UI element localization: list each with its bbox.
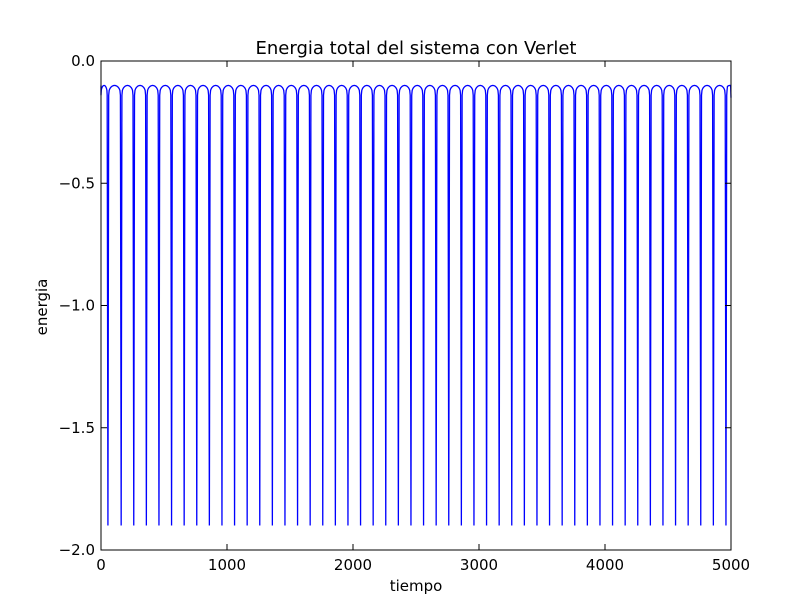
x-tick-label: 2000 [334,556,372,574]
x-axis-label: tiempo [390,577,443,595]
x-tick-label: 0 [96,556,106,574]
y-tick-label: −2.0 [59,541,95,559]
plot-area [100,84,732,526]
energy-series-line [100,84,732,526]
y-tick-label: −1.5 [59,419,95,437]
y-tick-label: −1.0 [59,297,95,315]
x-tick-label: 5000 [712,556,750,574]
x-tick-label: 3000 [460,556,498,574]
y-tick-label: 0.0 [71,52,95,70]
chart-title: Energia total del sistema con Verlet [256,38,577,59]
y-axis-label: energia [33,279,51,336]
y-tick-label: −0.5 [59,174,95,192]
x-tick-label: 1000 [208,556,246,574]
axes-frame [100,60,732,551]
x-tick-label: 4000 [586,556,624,574]
